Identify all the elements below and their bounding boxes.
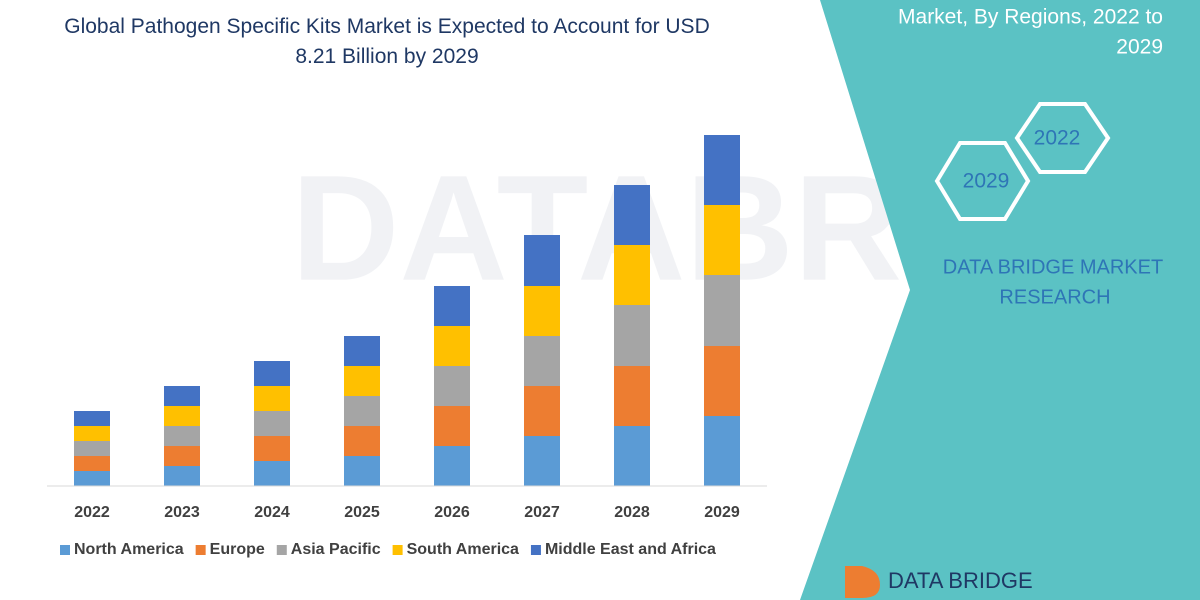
bar-segment <box>614 305 650 366</box>
bar-segment <box>524 286 560 336</box>
bar-segment <box>74 411 110 426</box>
bar-segment <box>704 275 740 346</box>
bar-segment <box>344 396 380 426</box>
bar-segment <box>164 406 200 426</box>
brand: DATA BRIDGE MARKET <box>943 256 1163 278</box>
brand: RESEARCH <box>999 286 1110 308</box>
x-tick-label: 2028 <box>614 504 650 521</box>
hexagon-label: 2029 <box>963 170 1010 193</box>
bar-segment <box>254 361 290 386</box>
bar-segment <box>704 205 740 275</box>
legend-label: South America <box>407 541 519 558</box>
bar-segment <box>614 185 650 245</box>
panel-heading: 2029 <box>1116 36 1163 59</box>
bar-segment <box>614 366 650 426</box>
chart-title: Global Pathogen Specific Kits Market is … <box>64 15 710 68</box>
bar-segment <box>254 436 290 461</box>
bar-segment <box>524 386 560 436</box>
bar-segment <box>164 426 200 446</box>
bar-segment <box>344 426 380 456</box>
legend-swatch <box>276 545 287 555</box>
bar-segment <box>164 466 200 486</box>
legend-label: North America <box>74 541 184 558</box>
bar-segment <box>344 366 380 396</box>
bar-segment <box>434 406 470 446</box>
bar-segment <box>524 436 560 486</box>
bar-segment <box>344 336 380 366</box>
bar-segment <box>254 461 290 486</box>
panel-heading: Market, By Regions, 2022 to <box>898 6 1163 29</box>
bar-segment <box>704 346 740 416</box>
logo-text: DATA BRIDGE <box>888 568 1033 593</box>
legend-swatch <box>530 545 541 555</box>
hexagon <box>934 141 1031 221</box>
hexagon-label: 2022 <box>1034 127 1081 150</box>
x-tick-label: 2027 <box>524 504 560 521</box>
bar-segment <box>74 456 110 471</box>
x-tick-label: 2025 <box>344 504 380 521</box>
bar-segment <box>344 456 380 486</box>
bar-segment <box>524 336 560 386</box>
x-tick-label: 2029 <box>704 504 740 521</box>
bar-segment <box>164 446 200 466</box>
x-tick-label: 2022 <box>74 504 110 521</box>
bar-segment <box>434 286 470 326</box>
bar-segment <box>74 471 110 486</box>
bar-segment <box>434 446 470 486</box>
plot: 2022 2023 2024 2025 2026 2027 2028 2029 North Am… <box>47 135 767 558</box>
bar-segment <box>614 426 650 486</box>
legend-swatch <box>195 545 206 555</box>
x-tick-label: 2026 <box>434 504 470 521</box>
bar-segment <box>74 441 110 456</box>
bar-segment <box>524 235 560 286</box>
bar-segment <box>704 416 740 486</box>
bar-segment <box>164 386 200 406</box>
legend-swatch <box>392 545 403 555</box>
bar-segment <box>434 326 470 366</box>
bar-segment <box>704 135 740 205</box>
legend-label: Europe <box>210 541 265 558</box>
bar-segment <box>614 245 650 305</box>
legend-label: Middle East and Africa <box>545 541 716 558</box>
legend-label: Asia Pacific <box>291 541 381 558</box>
legend-swatch <box>60 545 70 555</box>
x-tick-label: 2023 <box>164 504 200 521</box>
bar-segment <box>254 411 290 436</box>
hexagon <box>1014 102 1111 174</box>
bar-segment <box>434 366 470 406</box>
logo-icon <box>845 566 880 598</box>
bar-segment <box>74 426 110 441</box>
bar-segment <box>254 386 290 411</box>
x-tick-label: 2024 <box>254 504 290 521</box>
